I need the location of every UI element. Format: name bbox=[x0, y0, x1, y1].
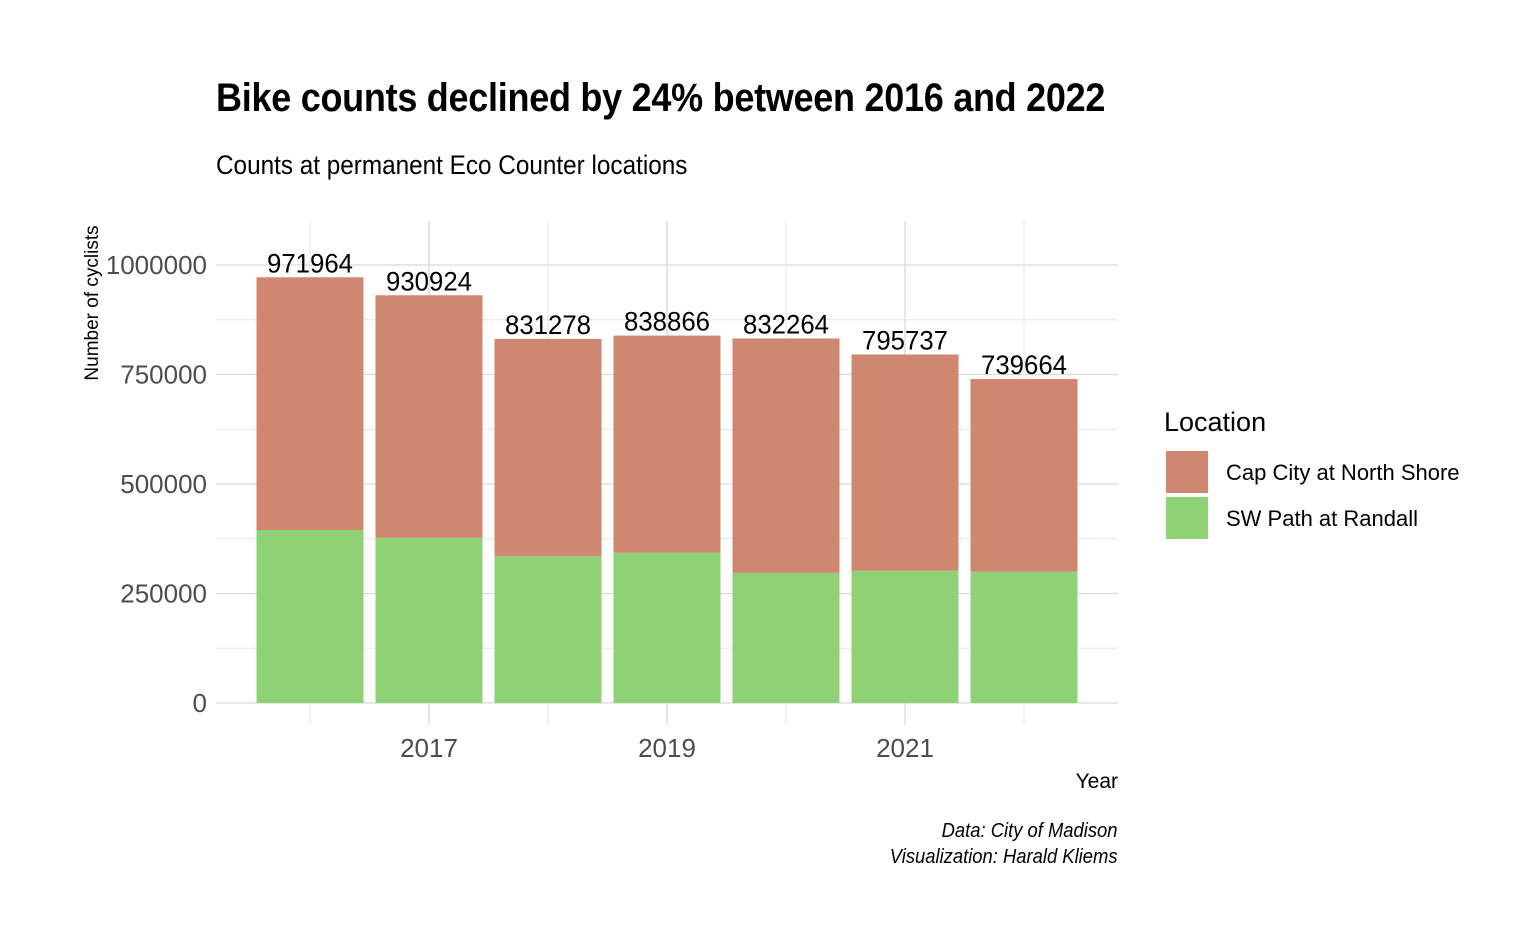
bar-sw-path-at-randall-2019 bbox=[613, 552, 721, 703]
chart-subtitle: Counts at permanent Eco Counter location… bbox=[216, 150, 688, 180]
bar-cap-city-at-north-shore-2020 bbox=[732, 338, 840, 573]
total-label-2020: 832264 bbox=[743, 309, 829, 339]
caption-data-source: Data: City of Madison bbox=[942, 820, 1118, 842]
total-labels: 971964 930924 831278 838866 832264 795737 7396… bbox=[267, 248, 1067, 380]
bar-sw-path-at-randall-2021 bbox=[851, 570, 959, 703]
legend: Location Cap City at North Shore SW Path a… bbox=[1164, 407, 1460, 539]
chart-caption: Data: City of Madison Visualization: Har… bbox=[870, 818, 1118, 870]
bar-cap-city-at-north-shore-2021 bbox=[851, 354, 959, 571]
y-tick-label: 0 bbox=[193, 688, 207, 718]
x-tick-label: 2017 bbox=[400, 733, 458, 763]
legend-title: Location bbox=[1164, 407, 1266, 437]
total-label-2021: 795737 bbox=[862, 325, 948, 355]
legend-key-cap-city-at-north-shore bbox=[1166, 451, 1208, 493]
axes: 0 250000 500000 750000 1000000 2017 2019 2021 Ye… bbox=[82, 225, 1118, 793]
total-label-2016: 971964 bbox=[267, 248, 353, 278]
legend-label-sw-path-at-randall: SW Path at Randall bbox=[1226, 506, 1418, 531]
total-label-2022: 739664 bbox=[981, 350, 1067, 380]
x-tick-label: 2021 bbox=[876, 733, 934, 763]
bar-sw-path-at-randall-2016 bbox=[256, 529, 364, 703]
y-tick-label: 500000 bbox=[120, 469, 207, 499]
bars bbox=[256, 277, 1078, 703]
y-tick-label: 1000000 bbox=[106, 250, 207, 280]
x-tick-label: 2019 bbox=[638, 733, 696, 763]
legend-label-cap-city-at-north-shore: Cap City at North Shore bbox=[1226, 460, 1460, 485]
total-label-2017: 930924 bbox=[386, 266, 472, 296]
bar-sw-path-at-randall-2020 bbox=[732, 572, 840, 703]
bar-sw-path-at-randall-2022 bbox=[970, 571, 1078, 703]
y-tick-label: 750000 bbox=[120, 360, 207, 390]
legend-key-sw-path-at-randall bbox=[1166, 497, 1208, 539]
caption-visualization-credit: Visualization: Harald Kliems bbox=[890, 846, 1118, 868]
bar-cap-city-at-north-shore-2022 bbox=[970, 379, 1078, 572]
bar-sw-path-at-randall-2017 bbox=[375, 537, 483, 703]
bar-cap-city-at-north-shore-2016 bbox=[256, 277, 364, 530]
y-tick-label: 250000 bbox=[120, 579, 207, 609]
bar-cap-city-at-north-shore-2018 bbox=[494, 338, 602, 557]
y-axis-title: Number of cyclists bbox=[82, 225, 103, 380]
total-label-2018: 831278 bbox=[505, 310, 591, 340]
x-axis-title: Year bbox=[1076, 770, 1118, 793]
bar-cap-city-at-north-shore-2019 bbox=[613, 335, 721, 553]
bar-sw-path-at-randall-2018 bbox=[494, 556, 602, 703]
chart-title: Bike counts declined by 24% between 2016… bbox=[216, 76, 1106, 120]
bar-cap-city-at-north-shore-2017 bbox=[375, 295, 483, 538]
total-label-2019: 838866 bbox=[624, 307, 710, 337]
